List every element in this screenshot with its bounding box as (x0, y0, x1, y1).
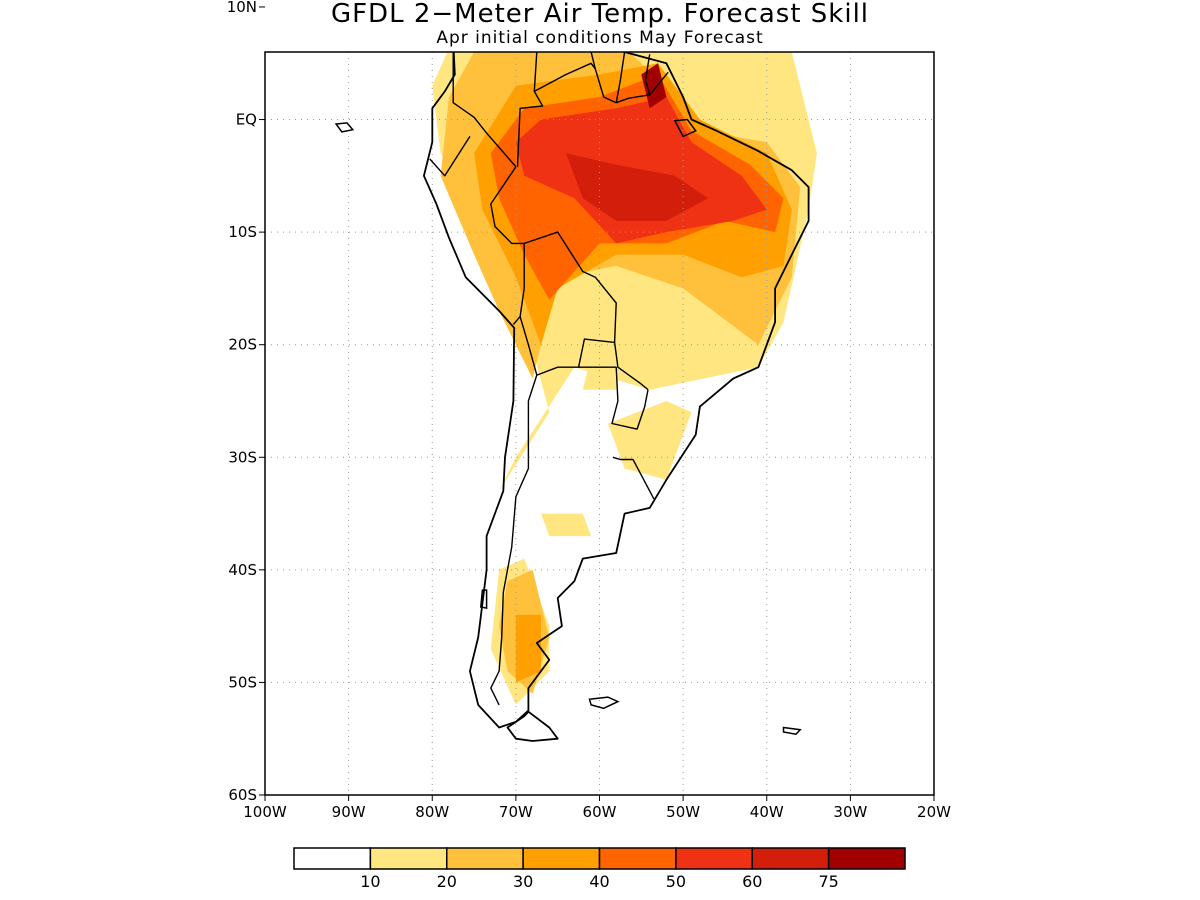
colorbar-swatch (522, 847, 601, 870)
skill-region-10 (515, 614, 541, 683)
country-border-7 (613, 342, 649, 391)
colorbar-swatch (675, 847, 753, 870)
coastline-layer (332, 0, 810, 742)
skill-region-4 (541, 513, 592, 537)
skill-region-14 (566, 153, 709, 221)
skill-shading-layer (332, 0, 817, 705)
colorbar-swatch (751, 847, 830, 870)
colorbar-label: 75 (818, 872, 838, 891)
coastline-central-america (332, 0, 457, 37)
lon-tick-label: 50W (666, 803, 700, 821)
colorbar-swatch (598, 847, 677, 870)
coastline-tierra-del-fuego (506, 710, 559, 742)
coastline-south-america (423, 52, 810, 729)
country-border-12 (644, 54, 651, 95)
country-border-5 (490, 374, 538, 706)
island-south-georgia (782, 726, 802, 736)
island-chiloe (479, 589, 488, 610)
lon-tick-label: 70W (499, 803, 533, 821)
island-marajo (673, 118, 697, 138)
lat-tick-label: EQ (236, 111, 257, 129)
colorbar-swatch (446, 847, 524, 870)
chart-subtitle: Apr initial conditions May Forecast (436, 28, 764, 48)
colorbar-label: 50 (666, 872, 686, 891)
colorbar-label: 10 (360, 872, 380, 891)
country-border-2 (429, 136, 471, 177)
country-border-0 (516, 52, 544, 167)
lon-tick-label: 100W (243, 803, 287, 821)
lon-tick-label: 90W (332, 803, 366, 821)
country-border-3 (490, 166, 525, 325)
skill-region-5 (332, 0, 416, 18)
lat-tick-label: 50S (228, 673, 257, 691)
island-falklands (588, 696, 620, 710)
lon-tick-label: 20W (917, 803, 951, 821)
island-trinidad (584, 0, 592, 6)
lon-tick-label: 30W (833, 803, 867, 821)
country-border-10 (533, 62, 596, 93)
country-border-11 (615, 52, 626, 103)
lon-tick-label: 60W (583, 803, 617, 821)
colorbar-label: 30 (513, 872, 533, 891)
country-border-8 (612, 456, 655, 500)
lat-tick-label: 30S (228, 448, 257, 466)
colorbar-swatch (293, 847, 372, 870)
lat-tick-label: 10N (227, 0, 257, 16)
colorbar: 10 20 30 40 50 60 75 (293, 847, 906, 891)
colorbar-label: 40 (589, 872, 609, 891)
lat-tick-label: 60S (228, 786, 257, 804)
island-galapagos (334, 122, 355, 133)
lat-tick-label: 40S (228, 561, 257, 579)
lat-tick-label: 20S (228, 336, 257, 354)
skill-region-15 (641, 63, 667, 109)
chart-title: GFDL 2−Meter Air Temp. Forecast Skill (330, 0, 870, 29)
lon-tick-label: 80W (415, 803, 449, 821)
country-border-4 (519, 231, 617, 376)
colorbar-label: 60 (742, 872, 762, 891)
axis-ticks: 100W 90W 80W 70W 60W 50W 40W 30W 20W 10N EQ 10S 20S 3… (227, 0, 951, 821)
skill-region-1 (607, 401, 692, 480)
colorbar-swatch (827, 847, 906, 870)
colorbar-label: 20 (437, 872, 457, 891)
country-border-9 (590, 52, 669, 104)
country-border-6 (578, 366, 649, 430)
colorbar-swatch (369, 847, 448, 870)
lon-tick-label: 40W (750, 803, 784, 821)
lat-tick-label: 10S (228, 223, 257, 241)
country-border-1 (452, 52, 517, 168)
